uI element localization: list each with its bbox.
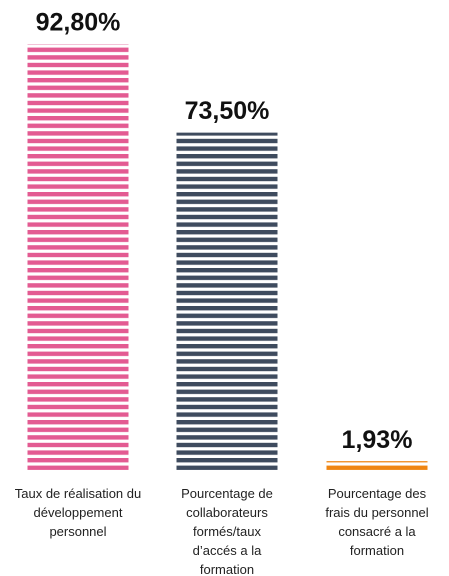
value-label: 73,50% [185, 97, 270, 125]
value-label: 92,80% [36, 9, 121, 37]
category-label: Pourcentage des frais du personnel consa… [325, 486, 429, 558]
category-label: Pourcentage de collaborateurs formés/tau… [181, 486, 273, 576]
bar [27, 44, 129, 470]
bar [326, 461, 428, 470]
value-label: 1,93% [342, 426, 413, 454]
bar [176, 132, 278, 470]
category-label: Taux de réalisation du développement per… [14, 486, 142, 539]
